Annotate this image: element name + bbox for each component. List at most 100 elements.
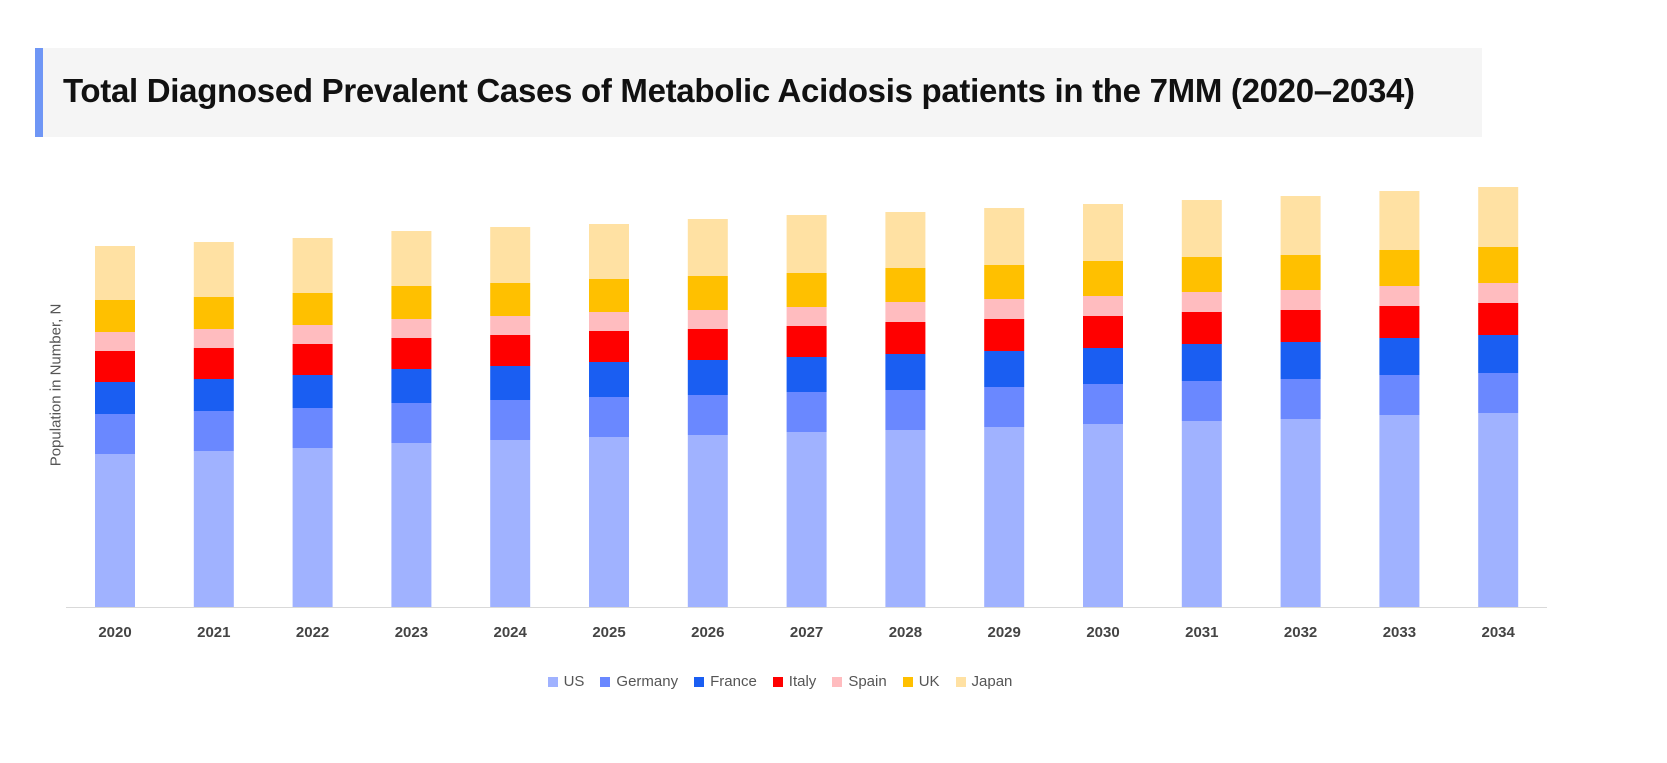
bar-segment-japan-2031 [1181,200,1222,257]
bar-segment-us-2022 [292,448,333,607]
bar-segment-italy-2025 [589,331,629,362]
bar-segment-france-2031 [1181,344,1222,381]
bar-segment-france-2029 [984,351,1025,387]
bar-segment-japan-2025 [589,224,629,279]
legend-item-spain[interactable]: Spain [832,673,887,690]
bar-segment-us-2024 [490,440,531,607]
bar-segment-japan-2029 [984,208,1025,265]
bar-segment-uk-2034 [1478,247,1519,283]
bar-segment-france-2028 [885,354,926,390]
bar-segment-us-2034 [1478,413,1519,607]
bar-segment-japan-2024 [490,227,531,283]
bar-segment-japan-2028 [885,212,926,268]
bar-segment-spain-2033 [1379,286,1420,306]
x-tick-label: 2020 [98,624,131,641]
legend: US Germany France Italy Spain UK Japan [0,673,1560,690]
legend-item-france[interactable]: France [694,673,757,690]
bar-segment-japan-2033 [1379,191,1420,250]
bar-segment-uk-2027 [786,273,827,307]
bar-segment-germany-2026 [687,395,728,435]
bar-segment-germany-2034 [1478,373,1519,413]
bar-segment-uk-2022 [292,293,333,325]
x-tick-label: 2024 [494,624,528,641]
bar-segment-uk-2021 [193,297,234,329]
bar-segment-spain-2024 [490,316,531,335]
bar-segment-us-2028 [885,430,926,607]
bar-segment-italy-2023 [391,338,432,369]
bar-segment-spain-2023 [391,319,432,338]
bar-segment-us-2029 [984,427,1025,607]
bar-segment-italy-2028 [885,322,926,354]
x-tick-label: 2029 [988,624,1021,641]
bar-segment-italy-2030 [1083,316,1123,348]
bar-segment-us-2027 [786,432,827,607]
bar-segment-us-2021 [193,451,234,607]
bar-segment-uk-2024 [490,283,531,316]
legend-swatch [600,676,611,687]
bar-segment-italy-2022 [292,344,333,375]
bar-segment-spain-2032 [1280,290,1321,310]
legend-item-germany[interactable]: Germany [600,673,678,690]
legend-swatch [832,676,843,687]
legend-swatch [547,676,558,687]
bar-segment-japan-2032 [1280,196,1321,255]
legend-item-japan[interactable]: Japan [955,673,1013,690]
bar-segment-uk-2030 [1083,261,1123,296]
legend-item-italy[interactable]: Italy [772,673,816,690]
legend-swatch [772,676,783,687]
bar-segment-italy-2034 [1478,303,1519,335]
bar-segment-italy-2032 [1280,310,1321,342]
bar-segment-us-2031 [1181,421,1222,607]
bar-segment-uk-2029 [984,265,1025,299]
bar-segment-japan-2034 [1478,187,1519,247]
legend-label: Japan [971,673,1013,690]
bar-segment-france-2024 [490,366,531,400]
legend-item-us[interactable]: US [547,673,584,690]
x-tick-label: 2027 [790,624,823,641]
bar-segment-germany-2028 [885,390,926,430]
bar-segment-france-2030 [1083,348,1123,384]
bar-segment-germany-2020 [95,414,135,454]
bar-segment-france-2022 [292,375,333,408]
bar-segment-france-2034 [1478,335,1519,373]
bar-segment-spain-2020 [95,332,135,351]
x-tick-label: 2028 [889,624,922,641]
bar-segment-japan-2027 [786,215,827,273]
bar-segment-uk-2032 [1280,255,1321,290]
bar-segment-uk-2026 [687,276,728,310]
legend-item-uk[interactable]: UK [902,673,940,690]
bar-segment-italy-2033 [1379,306,1420,338]
x-tick-label: 2034 [1482,624,1516,641]
bar-segment-italy-2020 [95,351,135,382]
bar-segment-germany-2024 [490,400,531,440]
bar-segment-france-2023 [391,369,432,403]
bar-segment-us-2020 [95,454,135,607]
bar-segment-uk-2025 [589,279,629,312]
bar-segment-us-2026 [687,435,728,607]
legend-swatch [694,676,705,687]
bar-segment-uk-2020 [95,300,135,332]
bar-segment-germany-2033 [1379,375,1420,415]
bar-segment-germany-2032 [1280,379,1321,419]
bar-segment-japan-2021 [193,242,234,297]
bar-segment-germany-2023 [391,403,432,443]
bar-segment-japan-2020 [95,246,135,300]
bar-segment-italy-2026 [687,329,728,360]
legend-swatch [902,676,913,687]
bar-segment-italy-2029 [984,319,1025,351]
x-tick-label: 2031 [1185,624,1218,641]
bar-segment-france-2027 [786,357,827,392]
bar-segment-france-2025 [589,362,629,397]
bar-segment-spain-2028 [885,302,926,322]
bar-segment-spain-2025 [589,312,629,331]
legend-label: Spain [848,673,887,690]
x-tick-label: 2021 [197,624,230,641]
bar-segment-germany-2027 [786,392,827,432]
bar-segment-germany-2025 [589,397,629,437]
bar-segment-france-2021 [193,379,234,411]
bar-segment-germany-2029 [984,387,1025,427]
bar-segment-italy-2024 [490,335,531,366]
bar-segment-spain-2031 [1181,292,1222,312]
bar-segment-france-2020 [95,382,135,414]
bar-segment-france-2032 [1280,342,1321,379]
